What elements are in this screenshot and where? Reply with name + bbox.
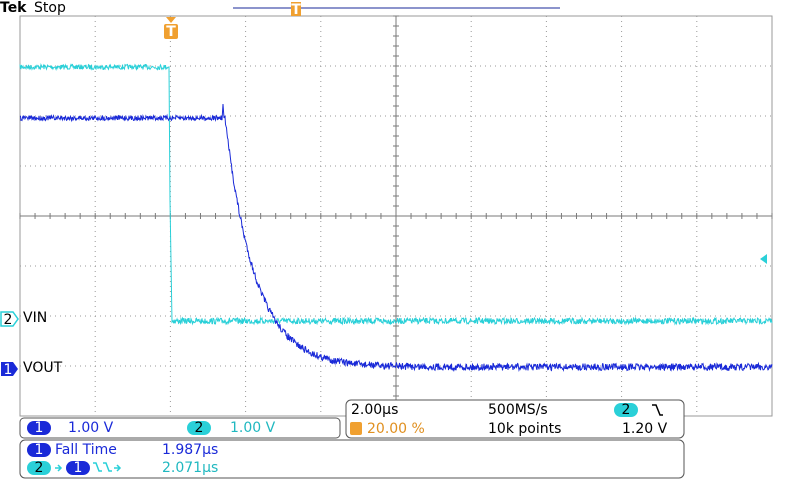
ch1-badge-label: 1 bbox=[35, 420, 44, 436]
acquisition-status: Stop bbox=[34, 0, 66, 16]
record-trigger-label: T bbox=[291, 2, 301, 18]
channel-panel bbox=[19, 417, 341, 439]
trigger-source: 2 bbox=[622, 402, 631, 418]
ch1-scale: 1.00 V bbox=[68, 420, 114, 436]
trigger-position-icon bbox=[350, 422, 362, 435]
record-trigger-marker bbox=[291, 2, 301, 16]
meas2-edge-icon bbox=[93, 462, 122, 472]
ch1-label: VOUT bbox=[23, 360, 63, 376]
ch1-badge bbox=[27, 421, 51, 435]
meas1-value: 1.987µs bbox=[162, 442, 218, 458]
ch1-marker bbox=[1, 362, 18, 376]
traces bbox=[19, 62, 773, 373]
ch2-badge bbox=[187, 421, 211, 435]
vout-trace bbox=[19, 103, 773, 373]
trigger-position-label: T bbox=[166, 24, 176, 40]
meas1-source: 1 bbox=[35, 442, 44, 458]
meas2-source-badge bbox=[27, 461, 51, 475]
trigger-level: 1.20 V bbox=[622, 421, 668, 437]
vin-trace bbox=[19, 62, 773, 326]
sample-rate: 500MS/s bbox=[488, 402, 548, 418]
meas1-source-badge bbox=[27, 443, 51, 457]
trigger-position: 20.00 % bbox=[367, 421, 425, 437]
ch2-marker bbox=[0, 311, 19, 327]
ch2-scale: 1.00 V bbox=[230, 420, 276, 436]
measurement-panel bbox=[19, 439, 685, 479]
trigger-arrow bbox=[166, 17, 176, 23]
trigger-source-badge bbox=[614, 403, 638, 417]
meas2-value: 2.071µs bbox=[162, 460, 218, 476]
meas2-target-badge bbox=[66, 461, 90, 475]
meas2-source: 2 bbox=[35, 460, 44, 476]
graticule bbox=[19, 15, 773, 417]
meas2-arrow bbox=[55, 464, 63, 472]
horizontal-scale: 2.00µs bbox=[351, 402, 398, 418]
record-length: 10k points bbox=[488, 421, 561, 437]
ch2-label: VIN bbox=[23, 310, 47, 326]
ch2-marker-label: 2 bbox=[4, 312, 13, 328]
ch2-badge-label: 2 bbox=[195, 420, 204, 436]
meas1-name: Fall Time bbox=[55, 442, 117, 458]
trigger-position-marker bbox=[164, 24, 178, 39]
meas2-target: 1 bbox=[74, 460, 83, 476]
trigger-slope-icon bbox=[652, 404, 663, 416]
timebase-panel bbox=[345, 399, 685, 439]
trigger-level-marker bbox=[760, 254, 767, 264]
ch1-marker-label: 1 bbox=[4, 362, 13, 378]
brand: Tek bbox=[0, 0, 27, 16]
